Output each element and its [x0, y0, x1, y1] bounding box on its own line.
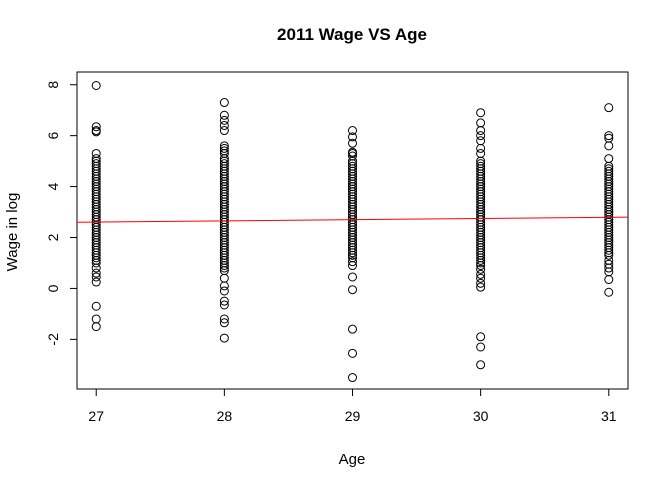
- data-point: [348, 126, 357, 136]
- data-point: [604, 141, 614, 151]
- data-point: [91, 263, 101, 273]
- data-point: [91, 277, 101, 287]
- data-point: [348, 250, 357, 260]
- chart-title: 2011 Wage VS Age: [277, 25, 427, 44]
- data-point: [219, 300, 229, 310]
- data-point: [219, 314, 229, 324]
- y-axis-label: Wage in log: [4, 193, 21, 272]
- data-point: [476, 118, 486, 128]
- data-point: [476, 148, 486, 158]
- data-point: [604, 275, 614, 285]
- data-point: [91, 122, 101, 132]
- data-point: [91, 272, 101, 282]
- data-point: [604, 154, 614, 164]
- x-tick-label: 30: [473, 408, 489, 424]
- data-point: [91, 80, 101, 90]
- data-point: [219, 263, 229, 273]
- data-point: [348, 348, 357, 358]
- data-point: [348, 373, 357, 383]
- data-point: [604, 287, 614, 297]
- data-point: [219, 126, 229, 136]
- data-point: [604, 131, 614, 141]
- data-point: [91, 258, 101, 268]
- data-point: [219, 296, 229, 306]
- data-point: [219, 120, 229, 130]
- data-points: [91, 80, 614, 383]
- data-point: [348, 272, 357, 282]
- data-point: [91, 314, 101, 324]
- data-point: [219, 98, 229, 108]
- x-tick-label: 29: [345, 408, 361, 424]
- data-point: [476, 108, 486, 118]
- y-tick-label: 2: [45, 233, 61, 241]
- data-point: [476, 360, 486, 370]
- data-point: [219, 143, 229, 153]
- data-point: [348, 138, 357, 148]
- data-point: [476, 131, 486, 141]
- data-point: [476, 278, 486, 288]
- regression-line: [76, 216, 629, 223]
- data-point: [219, 318, 229, 328]
- data-point: [476, 332, 486, 342]
- data-point: [91, 301, 101, 311]
- data-point: [476, 261, 486, 271]
- data-point: [219, 115, 229, 125]
- x-axis: 27 28 29 30 31: [88, 388, 617, 424]
- data-point: [219, 286, 229, 296]
- y-tick-label: 6: [45, 132, 61, 140]
- y-tick-label: -2: [45, 333, 61, 346]
- data-point: [219, 110, 229, 120]
- x-tick-label: 31: [601, 408, 617, 424]
- data-point: [91, 268, 101, 278]
- y-tick-label: 8: [45, 81, 61, 89]
- data-point: [476, 264, 486, 274]
- data-point: [604, 250, 614, 260]
- data-point: [476, 126, 486, 136]
- data-point: [476, 342, 486, 352]
- y-axis: -2 0 2 4 6 8: [45, 81, 78, 346]
- data-point: [348, 324, 357, 334]
- data-point: [219, 273, 229, 283]
- data-point: [604, 103, 614, 113]
- data-point: [219, 333, 229, 343]
- y-tick-label: 4: [45, 182, 61, 190]
- data-point: [91, 253, 101, 263]
- x-axis-label: Age: [339, 451, 366, 468]
- data-point: [219, 261, 229, 271]
- data-point: [219, 281, 229, 291]
- data-point: [348, 261, 357, 271]
- data-point: [604, 263, 614, 273]
- data-point: [348, 248, 357, 258]
- y-tick-label: 0: [45, 284, 61, 292]
- x-tick-label: 27: [88, 408, 104, 424]
- x-tick-label: 28: [217, 408, 233, 424]
- data-point: [348, 257, 357, 267]
- data-point: [476, 269, 486, 279]
- data-point: [604, 245, 614, 255]
- fit-line-layer: [76, 216, 629, 223]
- data-point: [91, 127, 101, 137]
- data-point: [91, 322, 101, 332]
- data-point: [476, 273, 486, 283]
- data-point: [476, 282, 486, 292]
- data-point: [476, 143, 486, 153]
- data-point: [476, 255, 486, 265]
- data-point: [476, 258, 486, 268]
- data-point: [348, 285, 357, 295]
- data-point: [348, 132, 357, 142]
- data-point: [476, 136, 486, 146]
